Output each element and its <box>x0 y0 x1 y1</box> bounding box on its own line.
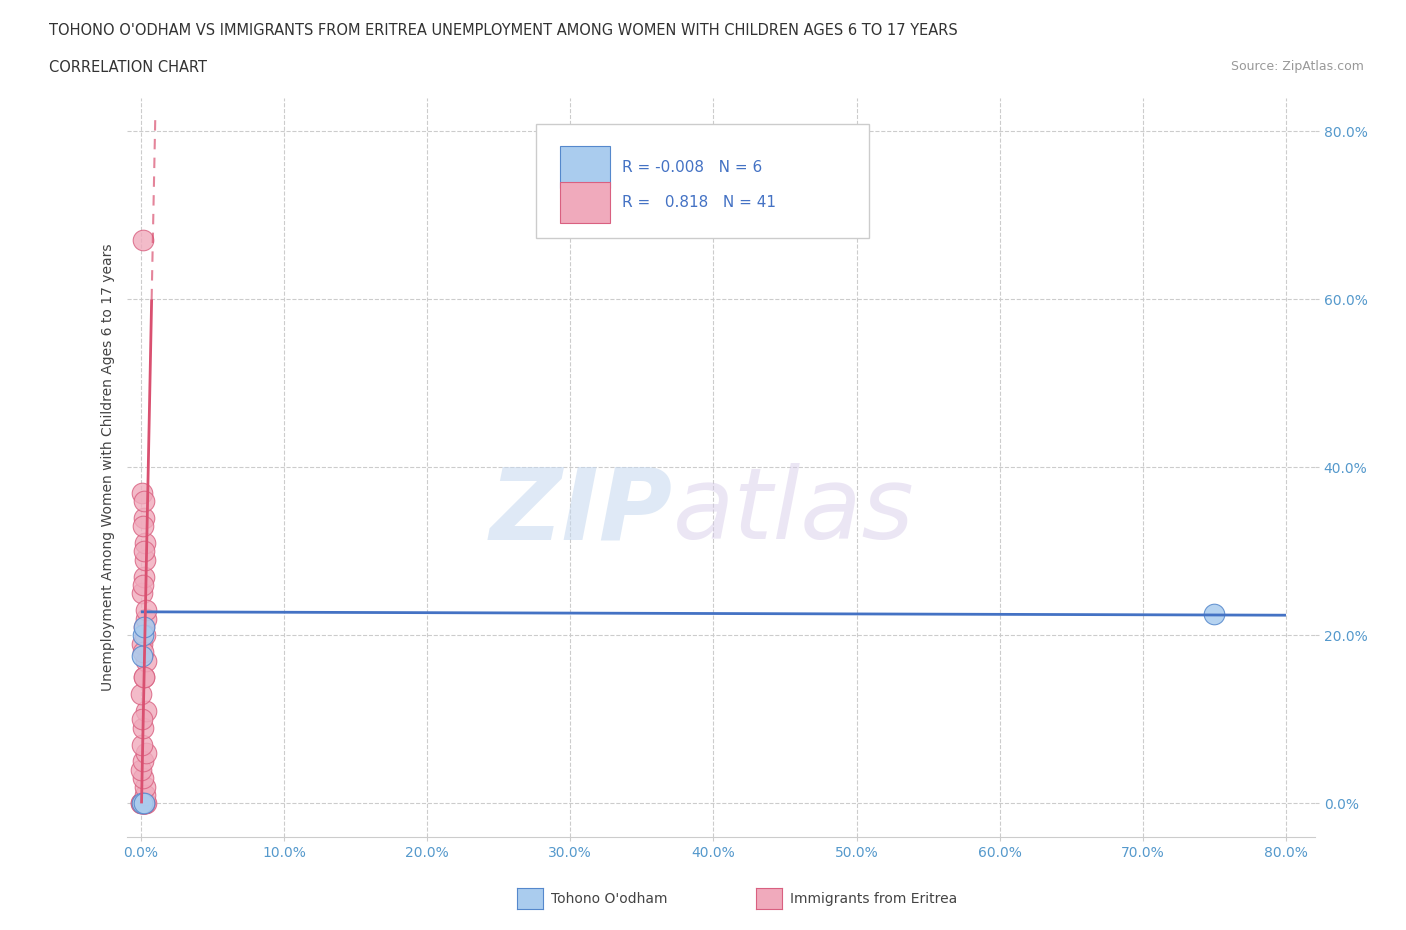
Point <box>134 536 156 551</box>
Point <box>135 603 157 618</box>
Point <box>131 649 153 664</box>
Point <box>132 796 155 811</box>
Point <box>131 644 153 659</box>
Text: Tohono O'odham: Tohono O'odham <box>551 892 668 907</box>
Point <box>131 485 153 500</box>
Point <box>131 636 153 651</box>
Point <box>132 519 155 534</box>
Point <box>132 771 155 786</box>
Text: R =   0.818   N = 41: R = 0.818 N = 41 <box>621 195 776 210</box>
Point <box>134 552 156 567</box>
Point <box>134 670 156 684</box>
Point <box>1204 607 1226 622</box>
Point <box>132 511 155 525</box>
Point <box>134 779 156 794</box>
Point <box>134 628 156 643</box>
Text: Source: ZipAtlas.com: Source: ZipAtlas.com <box>1230 60 1364 73</box>
Point <box>131 754 153 769</box>
FancyBboxPatch shape <box>560 146 610 188</box>
Point <box>131 586 153 601</box>
Point <box>132 619 155 634</box>
Point <box>132 569 155 584</box>
Point <box>131 796 153 811</box>
Point <box>132 628 155 643</box>
Point <box>132 233 155 248</box>
Point <box>129 796 152 811</box>
Point <box>132 796 155 811</box>
Point <box>134 670 156 684</box>
FancyBboxPatch shape <box>537 124 869 238</box>
Point <box>132 544 155 559</box>
Point <box>129 796 152 811</box>
Point <box>132 796 155 811</box>
Point <box>135 653 157 668</box>
Point <box>132 796 155 811</box>
Point <box>135 746 157 761</box>
Point <box>134 788 156 803</box>
Point <box>131 796 153 811</box>
Point <box>129 763 152 777</box>
Point <box>132 796 155 811</box>
Point <box>129 686 152 701</box>
Y-axis label: Unemployment Among Women with Children Ages 6 to 17 years: Unemployment Among Women with Children A… <box>101 244 115 691</box>
Text: Immigrants from Eritrea: Immigrants from Eritrea <box>790 892 957 907</box>
Point <box>132 619 155 634</box>
Point <box>131 737 153 752</box>
Text: atlas: atlas <box>673 463 915 560</box>
Text: R = -0.008   N = 6: R = -0.008 N = 6 <box>621 160 762 175</box>
Text: TOHONO O'ODHAM VS IMMIGRANTS FROM ERITREA UNEMPLOYMENT AMONG WOMEN WITH CHILDREN: TOHONO O'ODHAM VS IMMIGRANTS FROM ERITRE… <box>49 23 957 38</box>
Point <box>131 712 153 727</box>
Text: ZIP: ZIP <box>491 463 673 560</box>
Point <box>135 611 157 626</box>
Point <box>132 494 155 509</box>
Point <box>132 721 155 736</box>
FancyBboxPatch shape <box>560 182 610 223</box>
Point <box>132 578 155 592</box>
Text: CORRELATION CHART: CORRELATION CHART <box>49 60 207 75</box>
Point <box>135 703 157 718</box>
Point <box>134 796 156 811</box>
Point <box>134 796 156 811</box>
Point <box>135 796 157 811</box>
